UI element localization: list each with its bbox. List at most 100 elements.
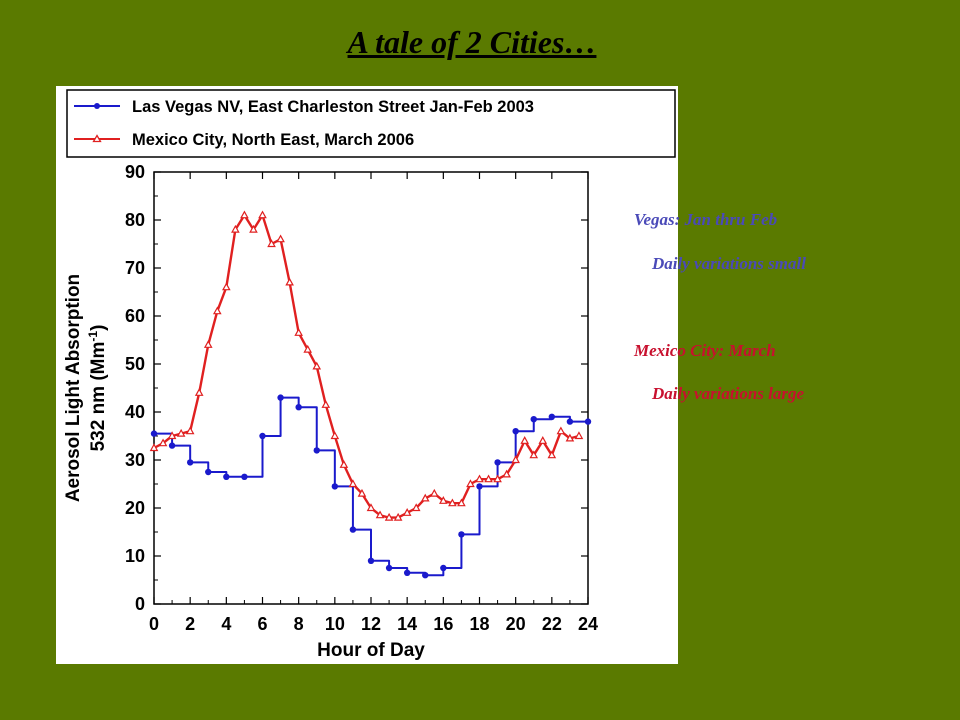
data-point: [258, 210, 267, 219]
data-point: [476, 483, 483, 490]
y-tick-label: 0: [135, 594, 145, 614]
data-point: [440, 564, 447, 572]
x-tick-label: 16: [433, 614, 453, 634]
data-point: [303, 344, 313, 353]
x-tick-label: 12: [361, 614, 381, 634]
data-point: [313, 447, 320, 454]
data-point: [158, 438, 168, 447]
data-point: [458, 531, 465, 538]
y-axis: 0 10 20 30 40 50 60 70 80 90: [125, 162, 588, 614]
data-point: [339, 460, 349, 468]
data-point: [249, 224, 258, 233]
x-axis: 0 2 4 6 8 10 12 14 16 18 20 22 24: [149, 172, 598, 634]
data-point: [194, 388, 204, 396]
y-axis-title-line1: Aerosol Light Absorption: [63, 274, 84, 502]
x-tick-label: 8: [294, 614, 304, 634]
legend-item: Mexico City, North East, March 2006: [74, 131, 414, 149]
y-tick-label: 40: [125, 402, 145, 422]
y-tick-label: 90: [125, 162, 145, 182]
data-point: [285, 277, 294, 286]
data-point: [276, 234, 285, 243]
y-tick-label: 30: [125, 450, 145, 470]
legend-swatch-marker: [92, 134, 102, 143]
data-point: [185, 426, 195, 435]
y-axis-title-line2: 532 nm (Mm-1): [86, 325, 109, 452]
data-point: [529, 450, 539, 459]
data-point: [349, 526, 357, 533]
data-point: [494, 459, 501, 466]
x-tick-label: 24: [578, 614, 598, 634]
data-point: [348, 479, 358, 488]
data-point: [493, 474, 502, 483]
data-point: [149, 443, 159, 452]
data-point: [375, 510, 385, 519]
data-point: [223, 473, 230, 480]
data-point: [429, 488, 439, 497]
data-point: [402, 508, 412, 516]
vegas-note-detail: Daily variations small: [652, 254, 806, 273]
y-tick-label: 70: [125, 258, 145, 278]
mexico-note-heading: Mexico City: March: [634, 341, 776, 360]
legend-box: [66, 89, 676, 158]
data-point: [205, 468, 212, 476]
vegas-note-heading: Vegas: Jan thru Feb: [634, 210, 778, 229]
data-point: [439, 496, 448, 504]
y-tick-label: 20: [125, 498, 145, 518]
data-point: [520, 436, 530, 444]
y-tick-label: 80: [125, 210, 145, 230]
data-point: [150, 430, 158, 437]
data-point: [556, 426, 566, 435]
absorption-chart: Las Vegas NV, East Charleston Street Jan…: [63, 89, 676, 661]
data-point: [366, 503, 376, 512]
x-tick-label: 10: [325, 614, 345, 634]
y-tick-label: 10: [125, 546, 145, 566]
series-line: [154, 396, 589, 577]
data-point: [176, 428, 186, 437]
data-point: [231, 224, 240, 233]
x-tick-label: 0: [149, 614, 159, 634]
data-point: [584, 418, 592, 425]
series-line: [153, 214, 580, 519]
x-tick-label: 6: [257, 614, 267, 634]
mexico-note-detail: Daily variations large: [652, 384, 805, 403]
data-point: [548, 413, 556, 420]
data-point: [186, 459, 194, 466]
data-point: [277, 394, 284, 401]
data-point: [312, 361, 322, 370]
data-point: [393, 512, 403, 521]
data-point: [484, 474, 493, 483]
data-point: [457, 498, 466, 507]
data-point: [241, 473, 248, 480]
data-point: [385, 564, 393, 572]
series-las-vegas: [150, 394, 592, 579]
chart-panel: Las Vegas NV, East Charleston Street Jan…: [56, 86, 678, 664]
data-point: [384, 512, 394, 521]
x-tick-label: 20: [506, 614, 526, 634]
data-point: [222, 282, 231, 291]
x-tick-label: 22: [542, 614, 562, 634]
data-point: [547, 450, 557, 459]
data-point: [574, 431, 584, 440]
data-point: [502, 469, 511, 478]
data-point: [512, 428, 519, 435]
x-tick-label: 2: [185, 614, 195, 634]
y-tick-label: 60: [125, 306, 145, 326]
data-point: [422, 572, 429, 579]
data-point: [411, 503, 421, 512]
data-point: [565, 433, 575, 442]
data-point: [203, 340, 213, 348]
legend-item: Las Vegas NV, East Charleston Street Jan…: [74, 98, 534, 116]
data-point: [403, 569, 411, 576]
data-point: [475, 474, 484, 483]
data-point: [240, 210, 249, 219]
data-point: [321, 400, 331, 408]
y-tick-label: 50: [125, 354, 145, 374]
data-point: [530, 416, 537, 423]
data-point: [466, 479, 475, 488]
x-tick-label: 14: [397, 614, 417, 634]
x-tick-label: 4: [221, 614, 231, 634]
data-point: [367, 557, 375, 564]
data-point: [420, 493, 430, 502]
data-point: [566, 418, 574, 425]
data-point: [331, 483, 339, 490]
